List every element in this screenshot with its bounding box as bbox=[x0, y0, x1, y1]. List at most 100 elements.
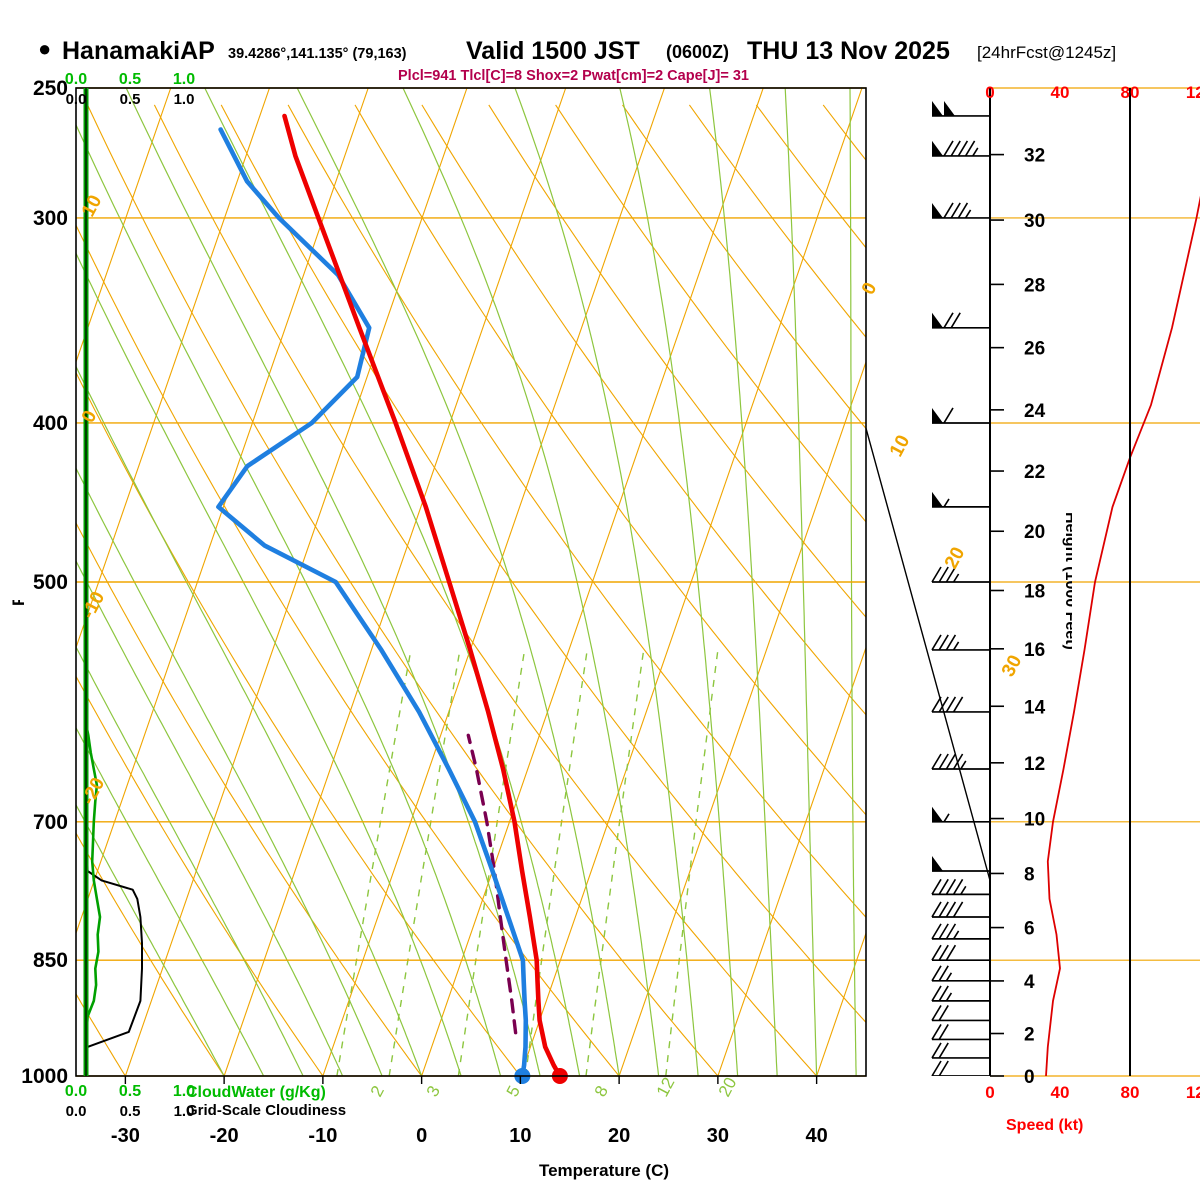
cloudwater-tick-label-top: 0.0 bbox=[65, 71, 87, 88]
wind-barb bbox=[932, 855, 990, 872]
pressure-tick-label: 300 bbox=[33, 207, 68, 230]
speed-tick-label-top: 40 bbox=[1051, 83, 1070, 102]
wind-barb bbox=[931, 1024, 990, 1041]
wind-barb bbox=[931, 901, 990, 918]
mixing-ratio-label: 20 bbox=[715, 1074, 741, 1100]
cloudwater-tick-label-top: 0.5 bbox=[119, 71, 141, 88]
height-tick-label: 30 bbox=[1024, 211, 1045, 232]
temperature-axis-label: Temperature (C) bbox=[0, 1158, 1200, 1188]
isotherm-label: 10 bbox=[886, 432, 914, 461]
height-tick-label: 24 bbox=[1024, 401, 1046, 422]
wind-barb bbox=[932, 140, 990, 157]
cloudwater-axis-label-text: CloudWater (g/Kg) bbox=[186, 1084, 326, 1101]
mixing-ratio-label: 5 bbox=[503, 1083, 524, 1100]
speed-tick-label-bottom: 0 bbox=[985, 1083, 994, 1102]
speed-tick-label-top: 80 bbox=[1121, 83, 1140, 102]
cloudwater-curve bbox=[84, 723, 102, 1076]
pressure-tick-label: 700 bbox=[33, 811, 68, 834]
wind-barb bbox=[932, 491, 990, 508]
isotherm-label: -20 bbox=[78, 774, 109, 808]
speed-tick-label-bottom: 40 bbox=[1051, 1083, 1070, 1102]
isotherm-label: 0 bbox=[858, 279, 882, 298]
isotherm-label: 20 bbox=[941, 544, 969, 573]
wind-barb bbox=[931, 1042, 990, 1059]
wind-barb bbox=[931, 634, 990, 651]
wind-barb bbox=[932, 407, 990, 424]
height-speed-curve bbox=[1045, 195, 1200, 1076]
forecast-tag: [24hrFcst@1245z] bbox=[977, 43, 1116, 62]
height-tick-label: 6 bbox=[1024, 919, 1035, 940]
temperature-tick-label: 40 bbox=[806, 1125, 828, 1147]
temperature-tick-label: 0 bbox=[416, 1125, 427, 1147]
height-tick-label: 4 bbox=[1024, 972, 1035, 993]
stability-indices: Plcl=941 Tlcl[C]=8 Shox=2 Pwat[cm]=2 Cap… bbox=[0, 64, 1200, 86]
pressure-axis-label: P (hPa) bbox=[8, 600, 28, 690]
speed-tick-label-top: 0 bbox=[985, 83, 994, 102]
temperature-tick-label: -30 bbox=[111, 1125, 140, 1147]
mixing-ratio-label: 3 bbox=[423, 1083, 444, 1100]
speed-tick-label-top: 120 bbox=[1186, 83, 1200, 102]
cloudiness-tick-label-top: 0.5 bbox=[120, 91, 141, 108]
height-tick-label: 2 bbox=[1024, 1025, 1035, 1046]
speed-tick-label-bottom: 120 bbox=[1186, 1083, 1200, 1102]
height-axis-label: Height (1000 Feet) bbox=[1046, 510, 1072, 680]
valid-date: THU 13 Nov 2025 bbox=[747, 37, 950, 65]
cloudiness-tick-label-bottom: 1.0 bbox=[174, 1103, 195, 1120]
stability-indices-text: Plcl=941 Tlcl[C]=8 Shox=2 Pwat[cm]=2 Cap… bbox=[398, 68, 749, 84]
pressure-axis-label-text: P (hPa) bbox=[9, 600, 28, 606]
height-axis-label-text: Height (1000 Feet) bbox=[1062, 512, 1072, 650]
station-name: HanamakiAP bbox=[62, 37, 215, 65]
speed-axis-label-text: Speed (kt) bbox=[1006, 1117, 1083, 1134]
temperature-axis-label-text: Temperature (C) bbox=[539, 1161, 669, 1180]
cloudwater-tick-label-bottom: 1.0 bbox=[173, 1083, 195, 1100]
height-tick-label: 0 bbox=[1024, 1067, 1035, 1088]
figure-header: ● HanamakiAP 39.4286°,141.135° (79,163) … bbox=[0, 32, 1200, 68]
isotherm-label: 10 bbox=[78, 192, 106, 221]
wind-barb bbox=[931, 1060, 990, 1076]
cloudiness-tick-label-bottom: 0.5 bbox=[120, 1103, 141, 1120]
temperature-tick-label: 10 bbox=[509, 1125, 531, 1147]
cloudiness-axis-label-text: Grid-Scale Cloudiness bbox=[186, 1102, 346, 1119]
height-tick-label: 16 bbox=[1024, 640, 1045, 661]
height-tick-label: 12 bbox=[1024, 754, 1045, 775]
cloudwater-axis-label: CloudWater (g/Kg) bbox=[186, 1080, 416, 1104]
valid-time: Valid 1500 JST bbox=[466, 37, 640, 65]
parcel-trace bbox=[466, 733, 518, 1035]
cloudwater-tick-label-top: 1.0 bbox=[173, 71, 195, 88]
height-tick-label: 22 bbox=[1024, 462, 1045, 483]
height-tick-label: 20 bbox=[1024, 522, 1045, 543]
wind-barb bbox=[932, 202, 990, 219]
pressure-tick-label: 250 bbox=[33, 77, 68, 100]
temperature-tick-label: -20 bbox=[210, 1125, 239, 1147]
cloudiness-tick-label-top: 1.0 bbox=[174, 91, 195, 108]
wind-barb bbox=[931, 696, 990, 713]
temperature-tick-label: 20 bbox=[608, 1125, 630, 1147]
height-tick-label: 14 bbox=[1024, 697, 1046, 718]
cloudiness-tick-label-bottom: 0.0 bbox=[66, 1103, 87, 1120]
mixing-ratio-label: 8 bbox=[591, 1083, 612, 1100]
wind-barb bbox=[931, 566, 990, 583]
cloudiness-tick-label-top: 0.0 bbox=[66, 91, 87, 108]
pressure-tick-label: 400 bbox=[33, 412, 68, 435]
height-tick-label: 28 bbox=[1024, 275, 1045, 296]
height-tick-label: 26 bbox=[1024, 339, 1045, 360]
height-tick-label: 32 bbox=[1024, 146, 1045, 167]
wind-barb bbox=[932, 312, 990, 329]
temperature-tick-label: 30 bbox=[707, 1125, 729, 1147]
pressure-tick-label: 500 bbox=[33, 571, 68, 594]
wind-barb bbox=[931, 753, 990, 770]
height-tick-label: 10 bbox=[1024, 810, 1045, 831]
valid-time-utc: (0600Z) bbox=[666, 42, 729, 62]
speed-axis-label: Speed (kt) bbox=[960, 1112, 1160, 1138]
dewpoint-curve bbox=[216, 127, 529, 1076]
wind-barb bbox=[932, 100, 990, 117]
height-tick-label: 8 bbox=[1024, 864, 1035, 885]
pressure-tick-label: 850 bbox=[33, 949, 68, 972]
cloudwater-tick-label-bottom: 0.5 bbox=[119, 1083, 141, 1100]
wind-barb bbox=[932, 806, 990, 823]
cloudwater-tick-label-bottom: 0.0 bbox=[65, 1083, 87, 1100]
wind-barb bbox=[931, 1005, 990, 1022]
temperature-tick-label: -10 bbox=[308, 1125, 337, 1147]
mixing-ratio-label: 12 bbox=[653, 1074, 679, 1100]
